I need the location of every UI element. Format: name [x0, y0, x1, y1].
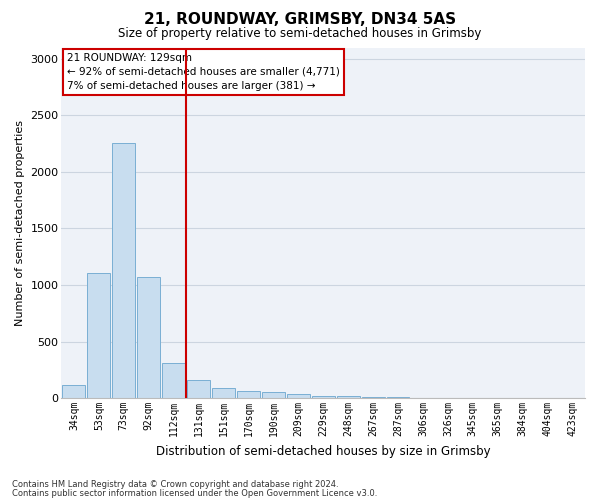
Bar [312, 396, 335, 398]
Bar [212, 388, 235, 398]
Bar [262, 392, 285, 398]
Bar [362, 397, 385, 398]
X-axis label: Distribution of semi-detached houses by size in Grimsby: Distribution of semi-detached houses by … [156, 444, 491, 458]
Y-axis label: Number of semi-detached properties: Number of semi-detached properties [15, 120, 25, 326]
Text: Contains HM Land Registry data © Crown copyright and database right 2024.: Contains HM Land Registry data © Crown c… [12, 480, 338, 489]
Bar [287, 394, 310, 398]
Bar [386, 397, 409, 398]
Bar [62, 384, 85, 398]
Bar [88, 272, 110, 398]
Bar [162, 363, 185, 398]
Text: Size of property relative to semi-detached houses in Grimsby: Size of property relative to semi-detach… [118, 28, 482, 40]
Text: 21, ROUNDWAY, GRIMSBY, DN34 5AS: 21, ROUNDWAY, GRIMSBY, DN34 5AS [144, 12, 456, 28]
Bar [337, 396, 359, 398]
Text: Contains public sector information licensed under the Open Government Licence v3: Contains public sector information licen… [12, 488, 377, 498]
Bar [137, 277, 160, 398]
Bar [237, 391, 260, 398]
Bar [187, 380, 210, 398]
Bar [112, 142, 135, 398]
Text: 21 ROUNDWAY: 129sqm
← 92% of semi-detached houses are smaller (4,771)
7% of semi: 21 ROUNDWAY: 129sqm ← 92% of semi-detach… [67, 53, 340, 91]
